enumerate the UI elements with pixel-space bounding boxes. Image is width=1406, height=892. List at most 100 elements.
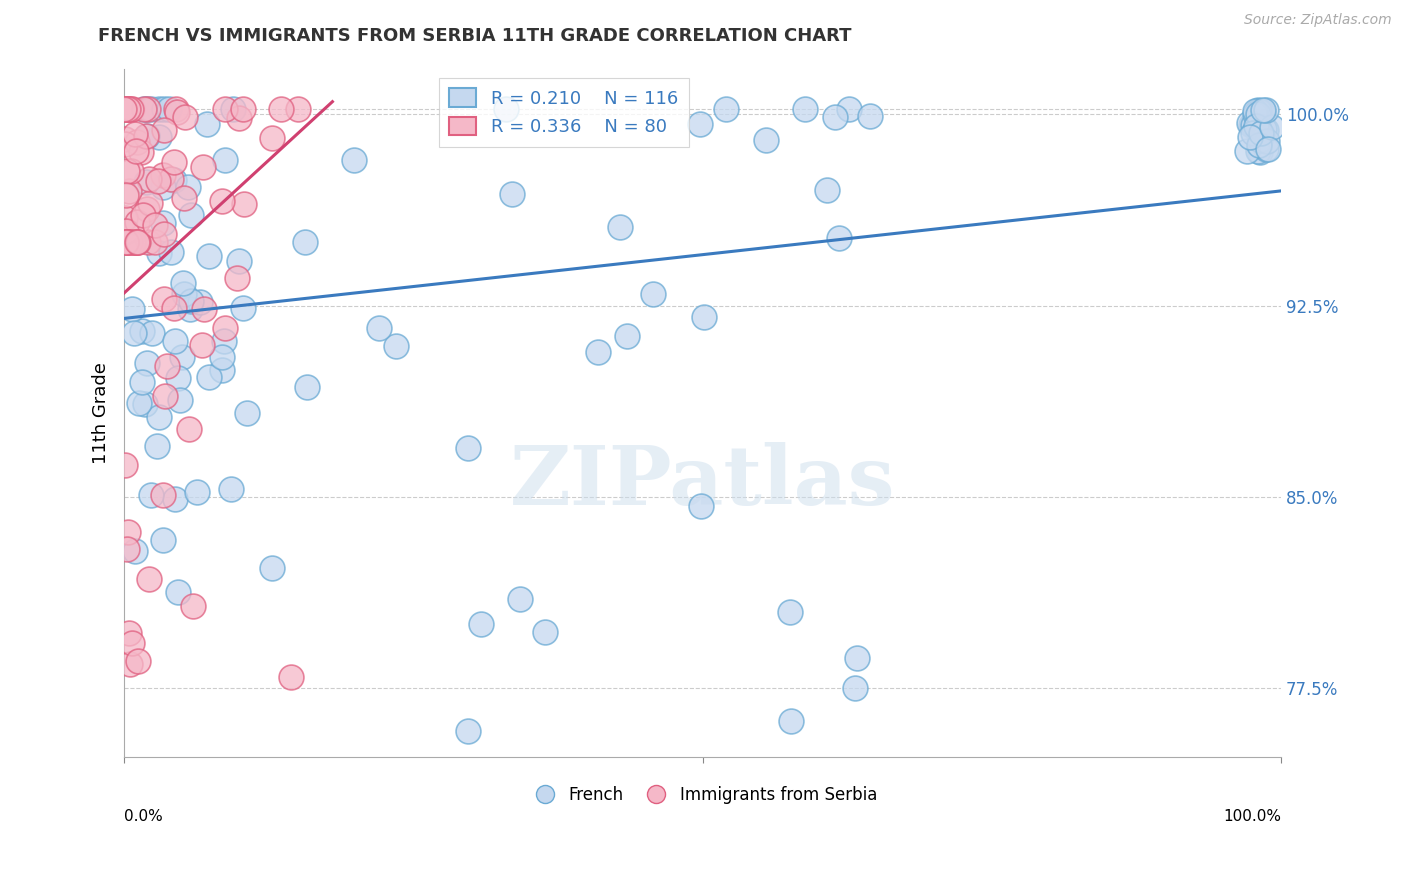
Point [221, 482, 243, 496]
Point [643, 286, 665, 301]
Point [1260, 120, 1282, 135]
Point [226, 271, 249, 285]
Point [1253, 121, 1275, 136]
Point [689, 117, 711, 131]
Point [1251, 107, 1274, 121]
Point [212, 334, 235, 348]
Point [169, 392, 191, 407]
Point [197, 117, 219, 131]
Point [117, 524, 139, 539]
Point [135, 103, 157, 117]
Point [163, 173, 186, 187]
Point [139, 103, 162, 117]
Point [1240, 119, 1263, 133]
Point [112, 103, 135, 117]
Point [152, 533, 174, 548]
Point [152, 179, 174, 194]
Point [132, 208, 155, 222]
Point [138, 235, 160, 249]
Point [501, 187, 523, 202]
Point [232, 103, 254, 117]
Point [177, 180, 200, 194]
Point [131, 375, 153, 389]
Point [165, 334, 187, 348]
Point [1250, 126, 1272, 140]
Point [159, 244, 181, 259]
Point [693, 310, 716, 325]
Point [138, 196, 160, 211]
Point [780, 714, 803, 729]
Point [1254, 103, 1277, 118]
Point [127, 235, 149, 249]
Point [114, 224, 136, 238]
Point [167, 370, 190, 384]
Point [125, 235, 148, 249]
Point [193, 302, 215, 317]
Point [138, 572, 160, 586]
Point [118, 625, 141, 640]
Point [127, 654, 149, 668]
Point [1256, 134, 1278, 148]
Point [139, 488, 162, 502]
Point [1247, 126, 1270, 140]
Point [211, 363, 233, 377]
Point [186, 485, 208, 500]
Point [222, 103, 245, 117]
Point [148, 409, 170, 424]
Point [115, 188, 138, 202]
Point [135, 176, 157, 190]
Point [174, 110, 197, 124]
Point [845, 650, 868, 665]
Point [233, 197, 256, 211]
Point [1249, 103, 1271, 118]
Point [162, 301, 184, 315]
Point [165, 491, 187, 506]
Point [214, 153, 236, 168]
Point [112, 103, 135, 117]
Point [118, 184, 141, 198]
Point [153, 123, 176, 137]
Point [135, 129, 157, 144]
Point [115, 541, 138, 556]
Point [173, 287, 195, 301]
Point [152, 216, 174, 230]
Point [1247, 107, 1270, 121]
Point [1249, 145, 1271, 160]
Point [232, 301, 254, 315]
Text: ZIPatlas: ZIPatlas [510, 442, 896, 522]
Point [121, 636, 143, 650]
Point [131, 324, 153, 338]
Point [172, 350, 194, 364]
Point [197, 249, 219, 263]
Point [115, 235, 138, 249]
Point [214, 103, 236, 117]
Point [125, 144, 148, 158]
Point [1251, 103, 1274, 117]
Point [129, 145, 152, 159]
Point [457, 724, 479, 739]
Point [117, 164, 139, 178]
Point [1247, 144, 1270, 158]
Point [228, 254, 250, 268]
Point [1236, 144, 1258, 158]
Point [1250, 103, 1272, 118]
Point [114, 458, 136, 473]
Point [859, 109, 882, 123]
Point [115, 103, 138, 117]
Point [125, 135, 148, 149]
Point [197, 370, 219, 384]
Y-axis label: 11th Grade: 11th Grade [93, 362, 110, 464]
Point [122, 326, 145, 340]
Point [157, 103, 180, 117]
Point [180, 294, 202, 309]
Point [191, 338, 214, 352]
Point [509, 591, 531, 606]
Point [1241, 126, 1264, 140]
Point [115, 235, 138, 249]
Point [134, 397, 156, 411]
Point [609, 220, 631, 235]
Point [117, 235, 139, 249]
Point [180, 208, 202, 222]
Point [148, 174, 170, 188]
Point [1239, 130, 1261, 145]
